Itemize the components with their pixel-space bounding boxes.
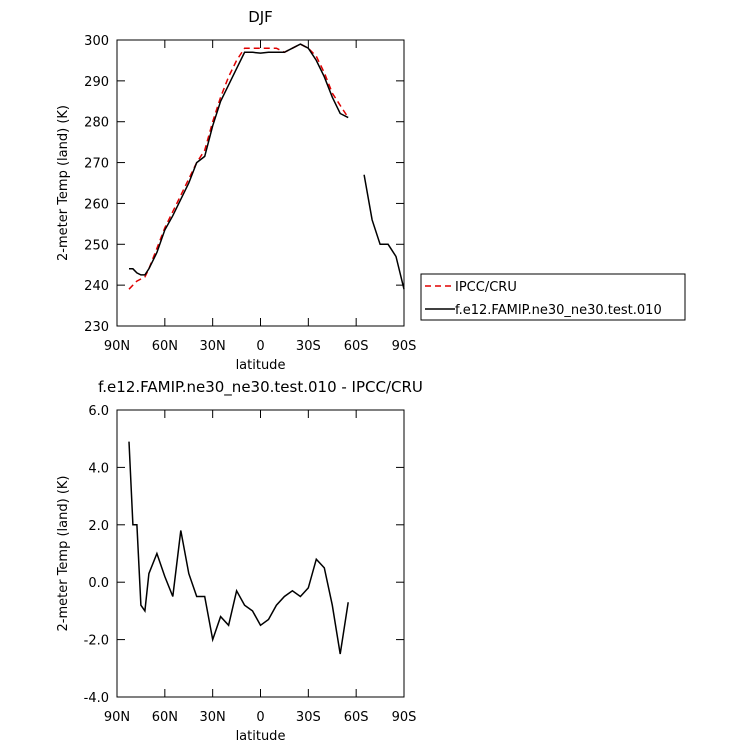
y-tick-label: 230 (84, 320, 109, 335)
y-tick-label: 240 (84, 279, 109, 294)
x-tick-label: 90S (392, 710, 417, 725)
data-line (128, 441, 349, 655)
y-tick-label: 250 (84, 238, 109, 253)
legend-label: IPCC/CRU (455, 280, 517, 295)
x-tick-label: 60N (152, 339, 178, 354)
x-tick-label: 30S (296, 710, 321, 725)
y-tick-label: 6.0 (88, 404, 109, 419)
x-tick-label: 60S (344, 339, 369, 354)
x-tick-label: 90N (104, 710, 130, 725)
y-tick-label: -2.0 (84, 634, 109, 649)
y-tick-label: 260 (84, 197, 109, 212)
y-tick-label: 0.0 (88, 576, 109, 591)
plot-frame (116, 409, 405, 698)
x-tick-label: 30N (200, 710, 226, 725)
y-axis-label: 2-meter Temp (land) (K) (56, 105, 71, 261)
legend-box (420, 273, 686, 321)
data-line (128, 43, 349, 290)
legend-label: f.e12.FAMIP.ne30_ne30.test.010 (455, 303, 662, 318)
chart-title: DJF (248, 8, 273, 26)
y-axis-label: 2-meter Temp (land) (K) (56, 476, 71, 632)
y-tick-label: 280 (84, 116, 109, 131)
x-tick-label: 90S (392, 339, 417, 354)
x-tick-label: 30N (200, 339, 226, 354)
x-tick-label: 0 (256, 339, 264, 354)
plot-frame (116, 39, 405, 327)
x-axis-label: latitude (236, 729, 286, 744)
x-tick-label: 60S (344, 710, 369, 725)
data-line (129, 43, 405, 290)
y-tick-label: 4.0 (88, 461, 109, 476)
y-tick-label: 300 (84, 34, 109, 49)
x-axis-label: latitude (236, 358, 286, 373)
y-tick-label: 290 (84, 75, 109, 90)
y-tick-label: 2.0 (88, 519, 109, 534)
y-tick-label: -4.0 (84, 691, 109, 706)
x-tick-label: 30S (296, 339, 321, 354)
chart-title: f.e12.FAMIP.ne30_ne30.test.010 - IPCC/CR… (98, 378, 423, 397)
y-tick-label: 270 (84, 157, 109, 172)
x-tick-label: 0 (256, 710, 264, 725)
x-tick-label: 60N (152, 710, 178, 725)
x-tick-label: 90N (104, 339, 130, 354)
